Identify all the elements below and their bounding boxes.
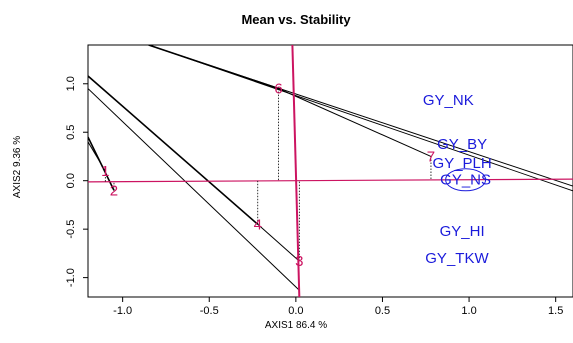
polygon-line-4-3 — [257, 223, 300, 262]
x-tick-label: 0.5 — [375, 305, 390, 317]
mean-axis-line — [88, 178, 573, 183]
polygon-line-left-1 — [88, 141, 106, 172]
trait-label-gy-by: GY_BY — [437, 136, 487, 153]
plot-frame — [87, 44, 573, 298]
genotype-label-4: 4 — [254, 216, 262, 233]
trait-label-gy-nk: GY_NK — [423, 92, 474, 109]
trait-label-gy-ns: GY_NS — [440, 172, 491, 189]
x-tick-label: 0.0 — [288, 305, 303, 317]
x-tick-label: -1.0 — [113, 305, 132, 317]
mean-axis-marker — [445, 168, 487, 192]
y-tick-label: 0.5 — [65, 125, 77, 140]
stability-axis-line — [291, 45, 301, 297]
y-tick-label: -1.0 — [65, 268, 77, 287]
x-tick-label: 1.0 — [461, 305, 476, 317]
genotype-label-3: 3 — [295, 253, 303, 270]
polygon-line-top-5 — [148, 45, 573, 192]
x-tick-label: -0.5 — [200, 305, 219, 317]
polygon-line-left-4 — [88, 75, 259, 225]
y-tick-label: -0.5 — [65, 220, 77, 239]
x-tick-label: 1.5 — [548, 305, 563, 317]
polygon-line-6-7 — [278, 88, 432, 157]
y-axis-label: AXIS2 9.36 % — [12, 136, 23, 198]
trait-label-gy-hi: GY_HI — [440, 223, 485, 240]
y-tick-label: 1.0 — [65, 76, 77, 91]
genotype-label-1: 1 — [101, 163, 109, 180]
genotype-label-6: 6 — [274, 81, 282, 98]
trait-label-gy-plh: GY_PLH — [433, 155, 492, 172]
genotype-label-2: 2 — [110, 182, 118, 199]
plot-area: GY_NKGY_BYGY_PLHGY_NSGY_HIGY_TKW1234567-… — [65, 44, 573, 317]
trait-label-gy-tkw: GY_TKW — [425, 250, 489, 267]
polygon-line-left-3 — [88, 88, 300, 291]
x-axis-label: AXIS1 86.4 % — [265, 320, 327, 331]
chart-title: Mean vs. Stability — [241, 12, 351, 27]
genotype-label-7: 7 — [427, 148, 435, 165]
y-tick-label: 0.0 — [65, 173, 77, 188]
